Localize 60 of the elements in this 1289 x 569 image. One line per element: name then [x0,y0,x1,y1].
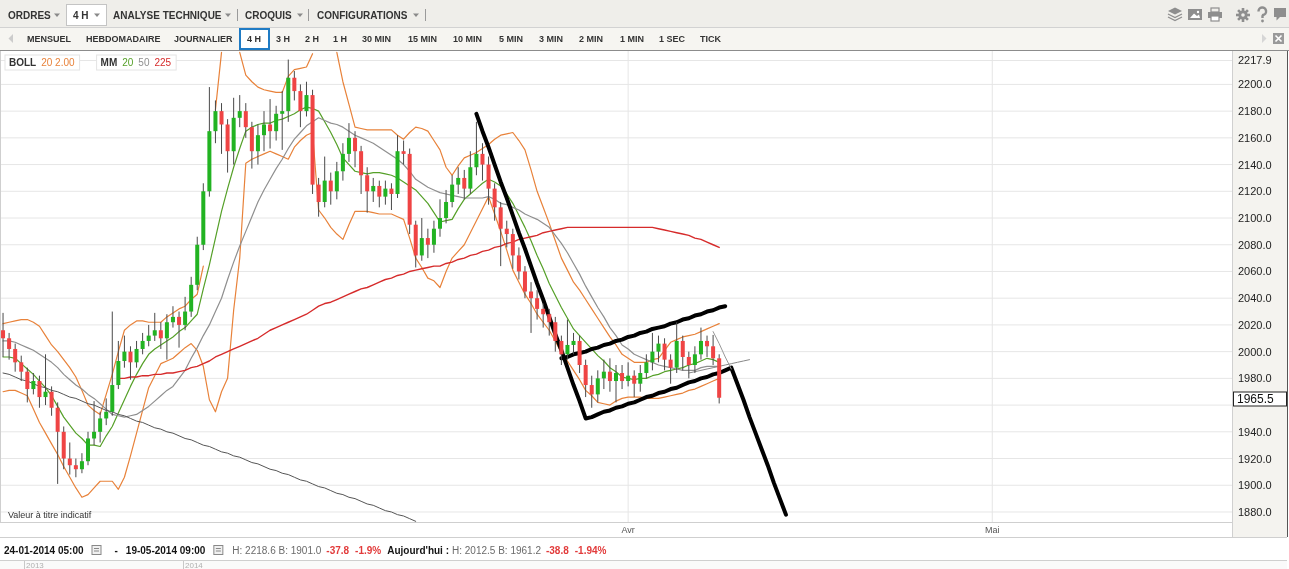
y-tick-label: 2217.9 [1238,54,1272,67]
y-tick-label: 2060.0 [1238,265,1272,278]
text: 1965.5 [1237,392,1275,406]
y-tick-label: 1980.0 [1238,372,1272,385]
text: 30 MIN [362,33,392,44]
text: JOURNALIER [174,33,233,44]
text: 1 SEC [659,33,686,44]
text: 20 [122,57,134,68]
text: 225 [154,57,172,68]
text: 2 H [305,33,320,44]
text: TICK [700,33,722,44]
text: H: 2218.6 B: 1901.0 [232,544,322,556]
text: 5 MIN [499,33,524,44]
annotation: BOLL [9,57,37,68]
text: 50 [138,57,150,68]
text: 2014 [185,561,204,569]
text: 24-01-2014 05:00 [4,544,84,556]
text: 20 2.00 [41,57,76,68]
text: 15 MIN [408,33,438,44]
y-tick-label: 2140.0 [1238,158,1272,171]
text: CROQUIS [245,9,292,21]
y-tick-label: 2200.0 [1238,78,1272,91]
text: - [114,544,118,556]
y-tick-label: 1880.0 [1238,505,1272,518]
y-tick-label: 2080.0 [1238,238,1272,251]
annotation: Valeur à titre indicatif [8,510,92,520]
y-tick-label: 1940.0 [1238,425,1272,438]
text: 1 H [333,33,348,44]
text: 3 MIN [539,33,564,44]
y-tick-label: 2120.0 [1238,185,1272,198]
y-tick-label: 2000.0 [1238,345,1272,358]
text: -1.94% [574,544,607,556]
text: ORDRES [8,9,52,21]
text: 4 H [73,9,89,21]
y-tick-label: 2160.0 [1238,131,1272,144]
y-tick-label: 2020.0 [1238,318,1272,331]
annotation: MM [100,57,118,68]
text: HEBDOMADAIRE [86,33,161,44]
text: H: 2012.5 B: 1961.2 [452,544,542,556]
text: Aujourd'hui : [387,544,450,556]
text: 2 MIN [579,33,604,44]
y-tick-label: 2180.0 [1238,105,1272,118]
text: -38.8 [545,544,570,556]
y-tick-label: 2040.0 [1238,292,1272,305]
text: ANALYSE TECHNIQUE [113,9,222,21]
text: 19-05-2014 09:00 [125,544,206,556]
y-tick-label: 1900.0 [1238,479,1272,492]
text: CONFIGURATIONS [317,9,408,21]
x-tick-label: Avr [621,524,635,535]
x-tick-label: Mai [985,524,1000,535]
y-tick-label: 2100.0 [1238,212,1272,225]
text: 10 MIN [453,33,483,44]
text: 2013 [26,561,45,569]
text: 4 H [247,33,262,44]
text: 1 MIN [620,33,645,44]
text: -1.9% [355,544,382,556]
text: MENSUEL [27,33,72,44]
y-tick-label: 1920.0 [1238,452,1272,465]
text: -37.8 [326,544,350,556]
text: 3 H [276,33,291,44]
